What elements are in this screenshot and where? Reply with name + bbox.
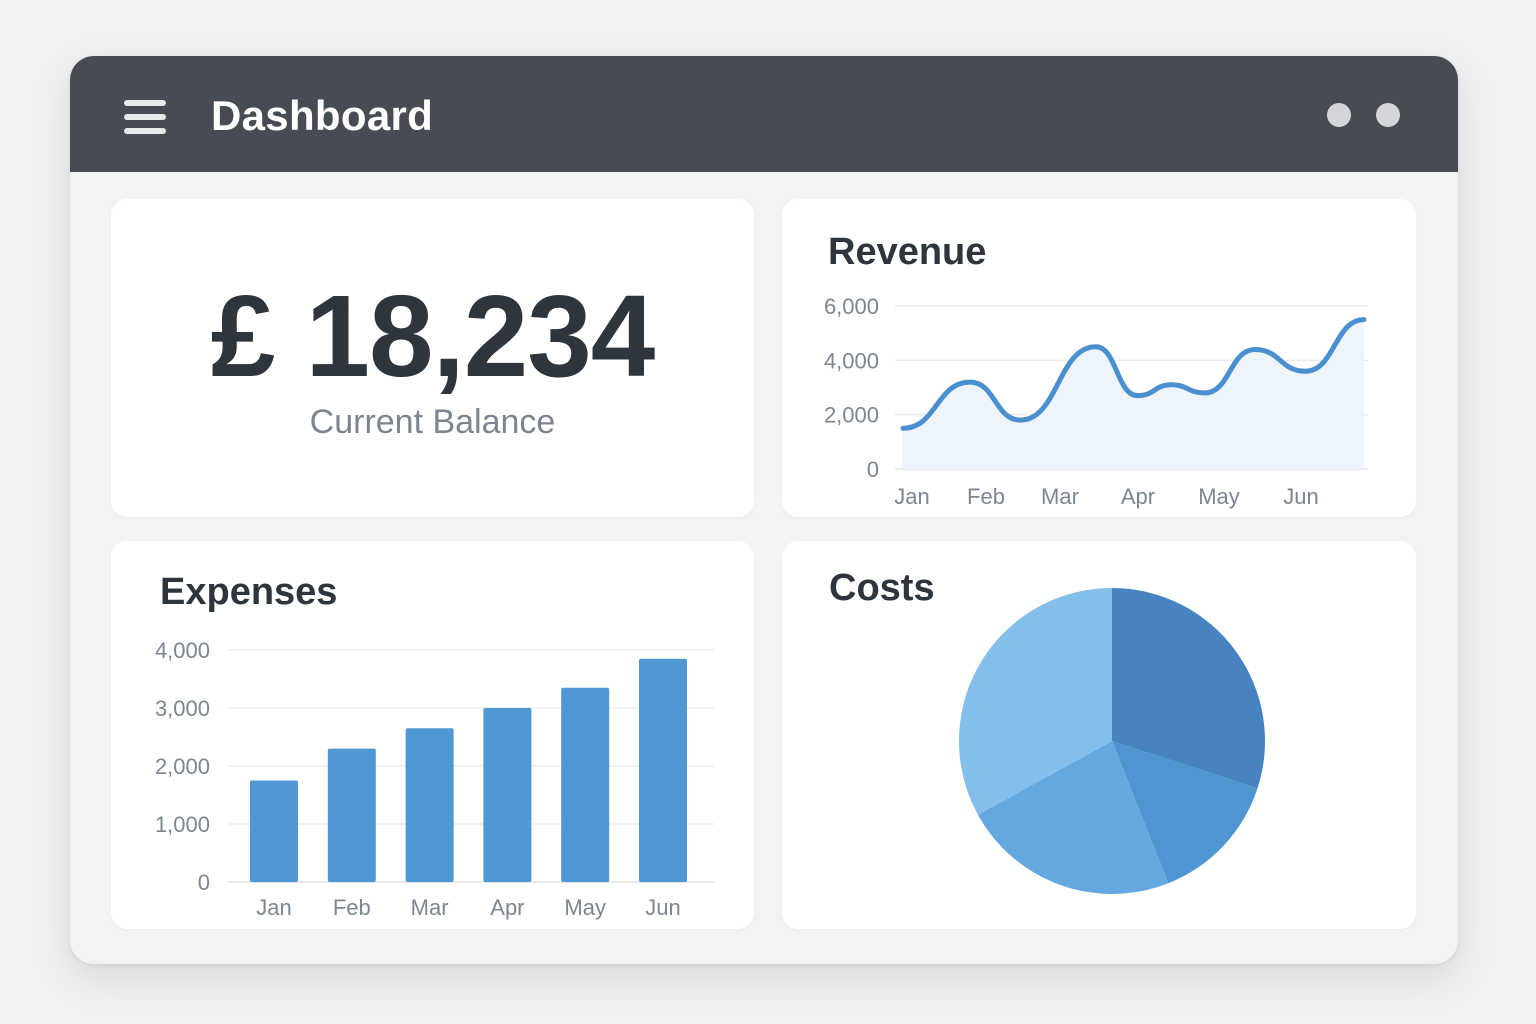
revenue-ytick-label: 2,000 (824, 403, 879, 428)
expenses-bar (483, 708, 532, 882)
costs-pie-slice (1112, 588, 1265, 789)
window-dot-icon[interactable] (1376, 103, 1400, 127)
expenses-chart: 0 1,000 2,000 3,000 4,000 Jan Feb Mar Apr May Jun (155, 638, 714, 920)
balance-card: £ 18,234 Current Balance (111, 199, 754, 517)
page-title: Dashboard (211, 92, 434, 139)
costs-card: Costs (782, 541, 1416, 929)
costs-pie-chart (959, 588, 1265, 894)
revenue-xtick-label: May (1198, 484, 1240, 509)
expenses-bar (327, 748, 376, 882)
window-dot-icon[interactable] (1327, 103, 1351, 127)
balance-amount: £ 18,234 (210, 271, 656, 401)
revenue-title: Revenue (828, 231, 987, 273)
expenses-xtick-label: Apr (490, 895, 524, 920)
expenses-title: Expenses (160, 571, 338, 613)
hamburger-menu-icon[interactable] (124, 100, 166, 134)
revenue-xtick-label: Jan (894, 484, 929, 509)
expenses-bar (250, 780, 298, 882)
revenue-chart: 0 2,000 4,000 6,000 Jan Feb Mar Apr May Jun (824, 294, 1368, 509)
costs-title: Costs (829, 567, 935, 609)
expenses-xtick-label: Feb (333, 895, 371, 920)
revenue-xtick-label: Jun (1283, 484, 1318, 509)
costs-pie-slice (959, 588, 1112, 815)
header-bar: Dashboard (70, 56, 1458, 172)
expenses-xtick-label: Jan (256, 895, 291, 920)
expenses-xtick-label: May (564, 895, 606, 920)
expenses-bar (561, 687, 610, 882)
revenue-ytick-label: 4,000 (824, 348, 879, 373)
costs-pie-slice (1112, 741, 1258, 884)
expenses-card: Expenses 0 1,000 2,000 3,000 4,000 Jan Feb Mar A… (111, 541, 754, 929)
balance-label: Current Balance (309, 403, 556, 441)
expenses-xtick-label: Jun (645, 895, 680, 920)
expenses-bar (639, 658, 687, 882)
revenue-area (903, 319, 1364, 469)
expenses-ytick-label: 1,000 (155, 812, 210, 837)
expenses-ytick-label: 4,000 (155, 638, 210, 663)
revenue-ytick-label: 6,000 (824, 294, 879, 319)
dashboard-window: Dashboard £ 18,234 Current Balance Reven… (70, 56, 1458, 964)
revenue-xtick-label: Feb (967, 484, 1005, 509)
revenue-xtick-label: Apr (1121, 484, 1155, 509)
revenue-card: Revenue 0 2,000 4,000 6,000 Jan Feb Mar Apr May J… (782, 199, 1416, 517)
expenses-bar (405, 728, 454, 882)
costs-pie-slice (977, 741, 1169, 894)
expenses-ytick-label: 0 (198, 870, 210, 895)
expenses-xtick-label: Mar (411, 895, 449, 920)
revenue-line (900, 317, 1367, 431)
expenses-ytick-label: 2,000 (155, 754, 210, 779)
expenses-ytick-label: 3,000 (155, 696, 210, 721)
revenue-xtick-label: Mar (1041, 484, 1079, 509)
revenue-ytick-label: 0 (867, 457, 879, 482)
